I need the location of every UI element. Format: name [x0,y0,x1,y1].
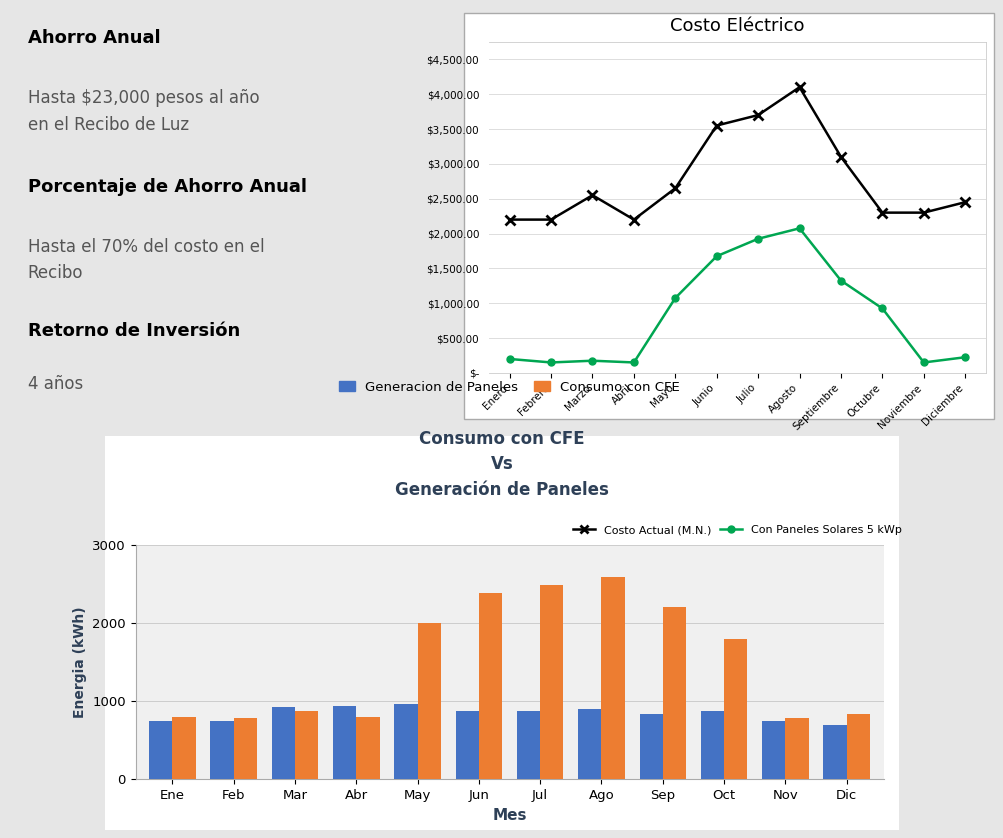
Text: Generación de Paneles: Generación de Paneles [394,481,609,499]
Text: Vs: Vs [490,456,513,473]
Bar [356,716,379,779]
Text: Hasta $23,000 pesos al año
en el Recibo de Luz: Hasta $23,000 pesos al año en el Recibo … [28,89,259,133]
Y-axis label: Energia (kWh): Energia (kWh) [72,606,86,718]
Bar [700,711,723,779]
Bar [761,721,784,779]
Text: Retorno de Inversión: Retorno de Inversión [28,323,240,340]
Bar [662,608,685,779]
Bar [394,704,417,779]
Bar [540,585,563,779]
Bar [148,721,173,779]
Bar [272,707,295,779]
Bar [517,711,540,779]
Bar [578,709,601,779]
Bar [822,725,846,779]
Bar [639,714,662,779]
Bar [478,593,502,779]
Bar [417,623,440,779]
Legend: Costo Actual (M.N.), Con Paneles Solares 5 kWp: Costo Actual (M.N.), Con Paneles Solares… [568,520,906,540]
Text: Hasta el 70% del costo en el
Recibo: Hasta el 70% del costo en el Recibo [28,238,264,282]
Bar [846,714,870,779]
Text: Consumo con CFE: Consumo con CFE [419,431,584,448]
Text: Porcentaje de Ahorro Anual: Porcentaje de Ahorro Anual [28,178,306,195]
Bar [234,717,257,779]
Bar [295,711,318,779]
Text: Ahorro Anual: Ahorro Anual [28,28,160,47]
Text: 4 años: 4 años [28,375,83,393]
Bar [723,639,746,779]
X-axis label: Mes: Mes [491,808,527,823]
Bar [211,721,234,779]
Bar [784,717,808,779]
Bar [173,716,196,779]
Bar [333,706,356,779]
Legend: Generacion de Paneles, Consumo con CFE: Generacion de Paneles, Consumo con CFE [333,375,685,399]
Title: Costo Eléctrico: Costo Eléctrico [670,17,803,35]
Bar [601,577,624,779]
Bar [455,711,478,779]
